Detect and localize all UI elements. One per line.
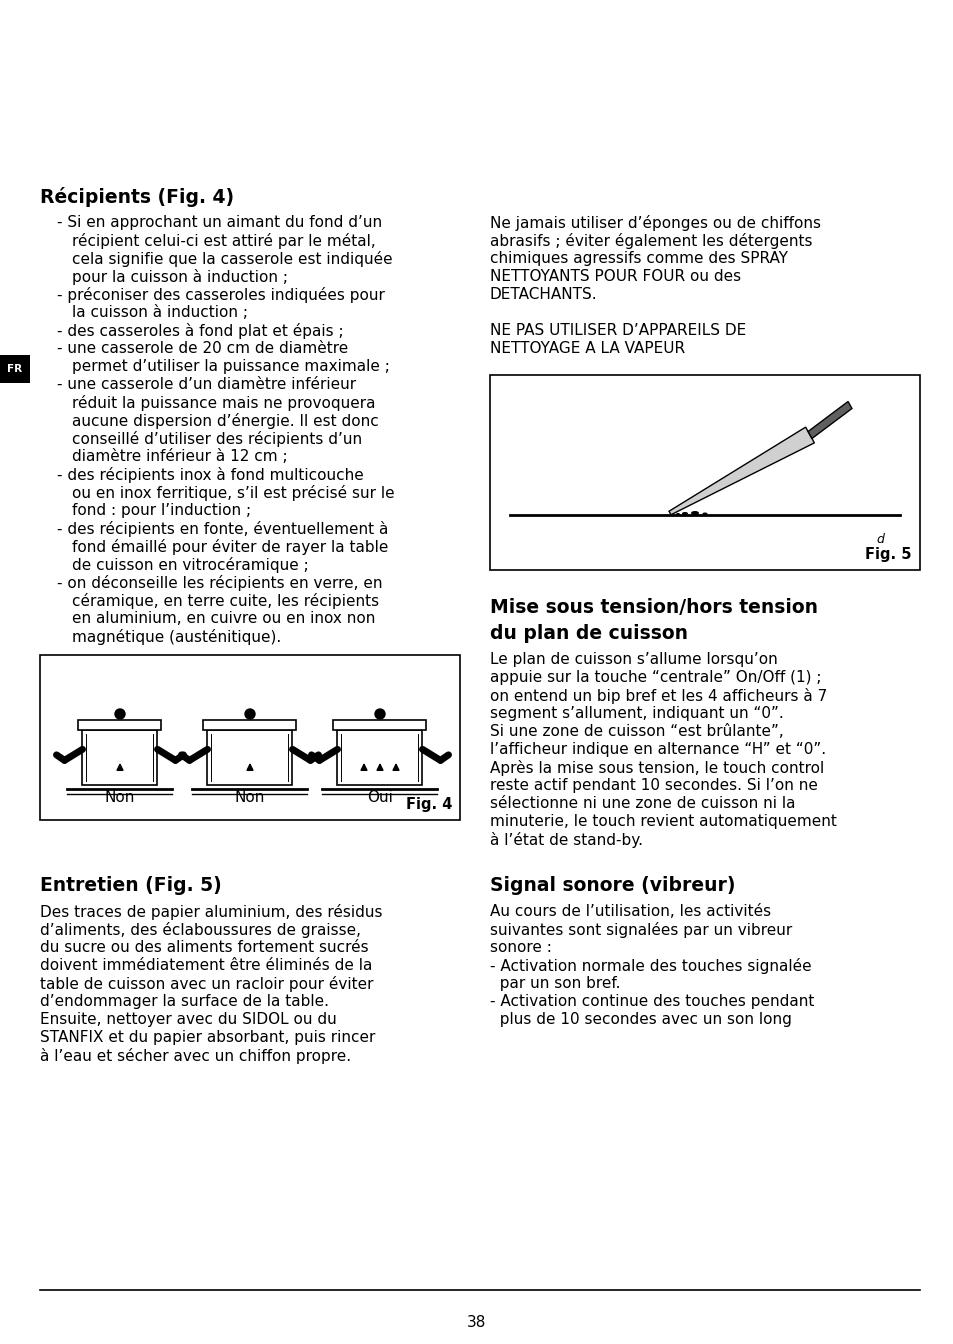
Bar — [337, 730, 422, 785]
Polygon shape — [668, 427, 814, 515]
Text: d: d — [875, 534, 883, 547]
Text: Si une zone de cuisson “est brûlante”,: Si une zone de cuisson “est brûlante”, — [490, 724, 783, 739]
Text: d’aliments, des éclaboussures de graisse,: d’aliments, des éclaboussures de graisse… — [40, 922, 360, 938]
Text: permet d’utiliser la puissance maximale ;: permet d’utiliser la puissance maximale … — [71, 359, 390, 374]
Text: récipient celui-ci est attiré par le métal,: récipient celui-ci est attiré par le mét… — [71, 233, 375, 249]
Text: Ne jamais utiliser d’éponges ou de chiffons: Ne jamais utiliser d’éponges ou de chiff… — [490, 215, 821, 231]
Text: - Activation continue des touches pendant: - Activation continue des touches pendan… — [490, 995, 814, 1009]
Circle shape — [245, 710, 254, 719]
Text: fond émaillé pour éviter de rayer la table: fond émaillé pour éviter de rayer la tab… — [71, 539, 388, 555]
Bar — [78, 720, 161, 730]
Text: céramique, en terre cuite, les récipients: céramique, en terre cuite, les récipient… — [71, 593, 378, 609]
Bar — [208, 730, 293, 785]
Text: Non: Non — [105, 790, 135, 805]
Text: plus de 10 secondes avec un son long: plus de 10 secondes avec un son long — [490, 1012, 791, 1027]
Text: suivantes sont signalées par un vibreur: suivantes sont signalées par un vibreur — [490, 922, 791, 938]
Text: fond : pour l’induction ;: fond : pour l’induction ; — [71, 503, 251, 517]
Circle shape — [375, 710, 385, 719]
Text: pour la cuisson à induction ;: pour la cuisson à induction ; — [71, 269, 288, 285]
Text: chimiques agressifs comme des SPRAY: chimiques agressifs comme des SPRAY — [490, 251, 787, 266]
Text: Récipients (Fig. 4): Récipients (Fig. 4) — [40, 187, 233, 207]
Text: appuie sur la touche “centrale” On/Off (1) ;: appuie sur la touche “centrale” On/Off (… — [490, 671, 821, 685]
Text: du plan de cuisson: du plan de cuisson — [490, 624, 687, 642]
Text: minuterie, le touch revient automatiquement: minuterie, le touch revient automatiquem… — [490, 814, 836, 829]
Bar — [40, 655, 459, 820]
Text: en aluminium, en cuivre ou en inox non: en aluminium, en cuivre ou en inox non — [71, 612, 375, 626]
Bar — [334, 720, 426, 730]
Text: Des traces de papier aluminium, des résidus: Des traces de papier aluminium, des rési… — [40, 905, 382, 921]
Text: à l’état de stand-by.: à l’état de stand-by. — [490, 832, 642, 848]
Text: - des récipients en fonte, éventuellement à: - des récipients en fonte, éventuellemen… — [57, 521, 388, 538]
Text: Fig. 5: Fig. 5 — [864, 547, 911, 562]
Text: Non: Non — [234, 790, 265, 805]
Text: - Activation normale des touches signalée: - Activation normale des touches signalé… — [490, 958, 811, 974]
Ellipse shape — [676, 513, 679, 515]
Text: Mise sous tension/hors tension: Mise sous tension/hors tension — [490, 598, 817, 617]
Text: segment s’allument, indiquant un “0”.: segment s’allument, indiquant un “0”. — [490, 706, 783, 720]
Text: réduit la puissance mais ne provoquera: réduit la puissance mais ne provoquera — [71, 395, 375, 411]
Bar — [490, 375, 919, 570]
Text: reste actif pendant 10 secondes. Si l’on ne: reste actif pendant 10 secondes. Si l’on… — [490, 778, 817, 793]
Text: Après la mise sous tension, le touch control: Après la mise sous tension, le touch con… — [490, 759, 823, 775]
Bar — [0, 355, 30, 383]
Text: magnétique (austénitique).: magnétique (austénitique). — [71, 629, 281, 645]
Bar — [203, 720, 296, 730]
Text: d’endommager la surface de la table.: d’endommager la surface de la table. — [40, 995, 329, 1009]
Text: NE PAS UTILISER D’APPAREILS DE: NE PAS UTILISER D’APPAREILS DE — [490, 323, 745, 337]
Text: Au cours de l’utilisation, les activités: Au cours de l’utilisation, les activités — [490, 905, 770, 919]
Text: NETTOYANTS POUR FOUR ou des: NETTOYANTS POUR FOUR ou des — [490, 269, 740, 284]
Text: aucune dispersion d’énergie. Il est donc: aucune dispersion d’énergie. Il est donc — [71, 413, 378, 429]
Text: Fig. 4: Fig. 4 — [405, 797, 452, 812]
Text: à l’eau et sécher avec un chiffon propre.: à l’eau et sécher avec un chiffon propre… — [40, 1048, 351, 1064]
Text: NETTOYAGE A LA VAPEUR: NETTOYAGE A LA VAPEUR — [490, 341, 684, 356]
Text: Le plan de cuisson s’allume lorsqu’on: Le plan de cuisson s’allume lorsqu’on — [490, 652, 777, 667]
Text: 38: 38 — [467, 1314, 486, 1331]
Text: - on déconseille les récipients en verre, en: - on déconseille les récipients en verre… — [57, 575, 382, 591]
Text: DETACHANTS.: DETACHANTS. — [490, 288, 597, 302]
Text: FR: FR — [8, 364, 23, 374]
Text: Entretien (Fig. 5): Entretien (Fig. 5) — [40, 876, 221, 895]
Ellipse shape — [701, 512, 707, 515]
Circle shape — [115, 710, 125, 719]
Text: cela signifie que la casserole est indiquée: cela signifie que la casserole est indiq… — [71, 251, 393, 267]
Text: - des casseroles à fond plat et épais ;: - des casseroles à fond plat et épais ; — [57, 323, 343, 339]
Ellipse shape — [690, 511, 699, 515]
Polygon shape — [807, 402, 851, 438]
Text: de cuisson en vitrocéramique ;: de cuisson en vitrocéramique ; — [71, 556, 309, 573]
Text: - préconiser des casseroles indiquées pour: - préconiser des casseroles indiquées po… — [57, 288, 384, 302]
Text: par un son bref.: par un son bref. — [490, 976, 619, 991]
Text: la cuisson à induction ;: la cuisson à induction ; — [71, 305, 248, 320]
Text: on entend un bip bref et les 4 afficheurs à 7: on entend un bip bref et les 4 afficheur… — [490, 688, 826, 704]
Text: - une casserole d’un diamètre inférieur: - une casserole d’un diamètre inférieur — [57, 378, 355, 392]
Text: table de cuisson avec un racloir pour éviter: table de cuisson avec un racloir pour év… — [40, 976, 374, 992]
Text: Signal sonore (vibreur): Signal sonore (vibreur) — [490, 876, 735, 895]
Text: - une casserole de 20 cm de diamètre: - une casserole de 20 cm de diamètre — [57, 341, 348, 356]
Ellipse shape — [681, 512, 687, 515]
Text: - des récipients inox à fond multicouche: - des récipients inox à fond multicouche — [57, 466, 363, 482]
Text: du sucre ou des aliments fortement sucrés: du sucre ou des aliments fortement sucré… — [40, 939, 368, 956]
Text: doivent immédiatement être éliminés de la: doivent immédiatement être éliminés de l… — [40, 958, 372, 973]
Text: sélectionne ni une zone de cuisson ni la: sélectionne ni une zone de cuisson ni la — [490, 796, 795, 810]
Text: Ensuite, nettoyer avec du SIDOL ou du: Ensuite, nettoyer avec du SIDOL ou du — [40, 1012, 336, 1027]
Text: conseillé d’utiliser des récipients d’un: conseillé d’utiliser des récipients d’un — [71, 431, 362, 448]
Text: STANFIX et du papier absorbant, puis rincer: STANFIX et du papier absorbant, puis rin… — [40, 1030, 375, 1046]
Text: abrasifs ; éviter également les détergents: abrasifs ; éviter également les détergen… — [490, 233, 812, 249]
Text: - Si en approchant un aimant du fond d’un: - Si en approchant un aimant du fond d’u… — [57, 215, 382, 230]
Text: Oui: Oui — [367, 790, 393, 805]
Text: sonore :: sonore : — [490, 939, 551, 956]
Text: diamètre inférieur à 12 cm ;: diamètre inférieur à 12 cm ; — [71, 449, 287, 464]
Text: ou en inox ferritique, s’il est précisé sur le: ou en inox ferritique, s’il est précisé … — [71, 485, 395, 501]
Bar — [82, 730, 157, 785]
Text: l’afficheur indique en alternance “H” et “0”.: l’afficheur indique en alternance “H” et… — [490, 742, 825, 757]
